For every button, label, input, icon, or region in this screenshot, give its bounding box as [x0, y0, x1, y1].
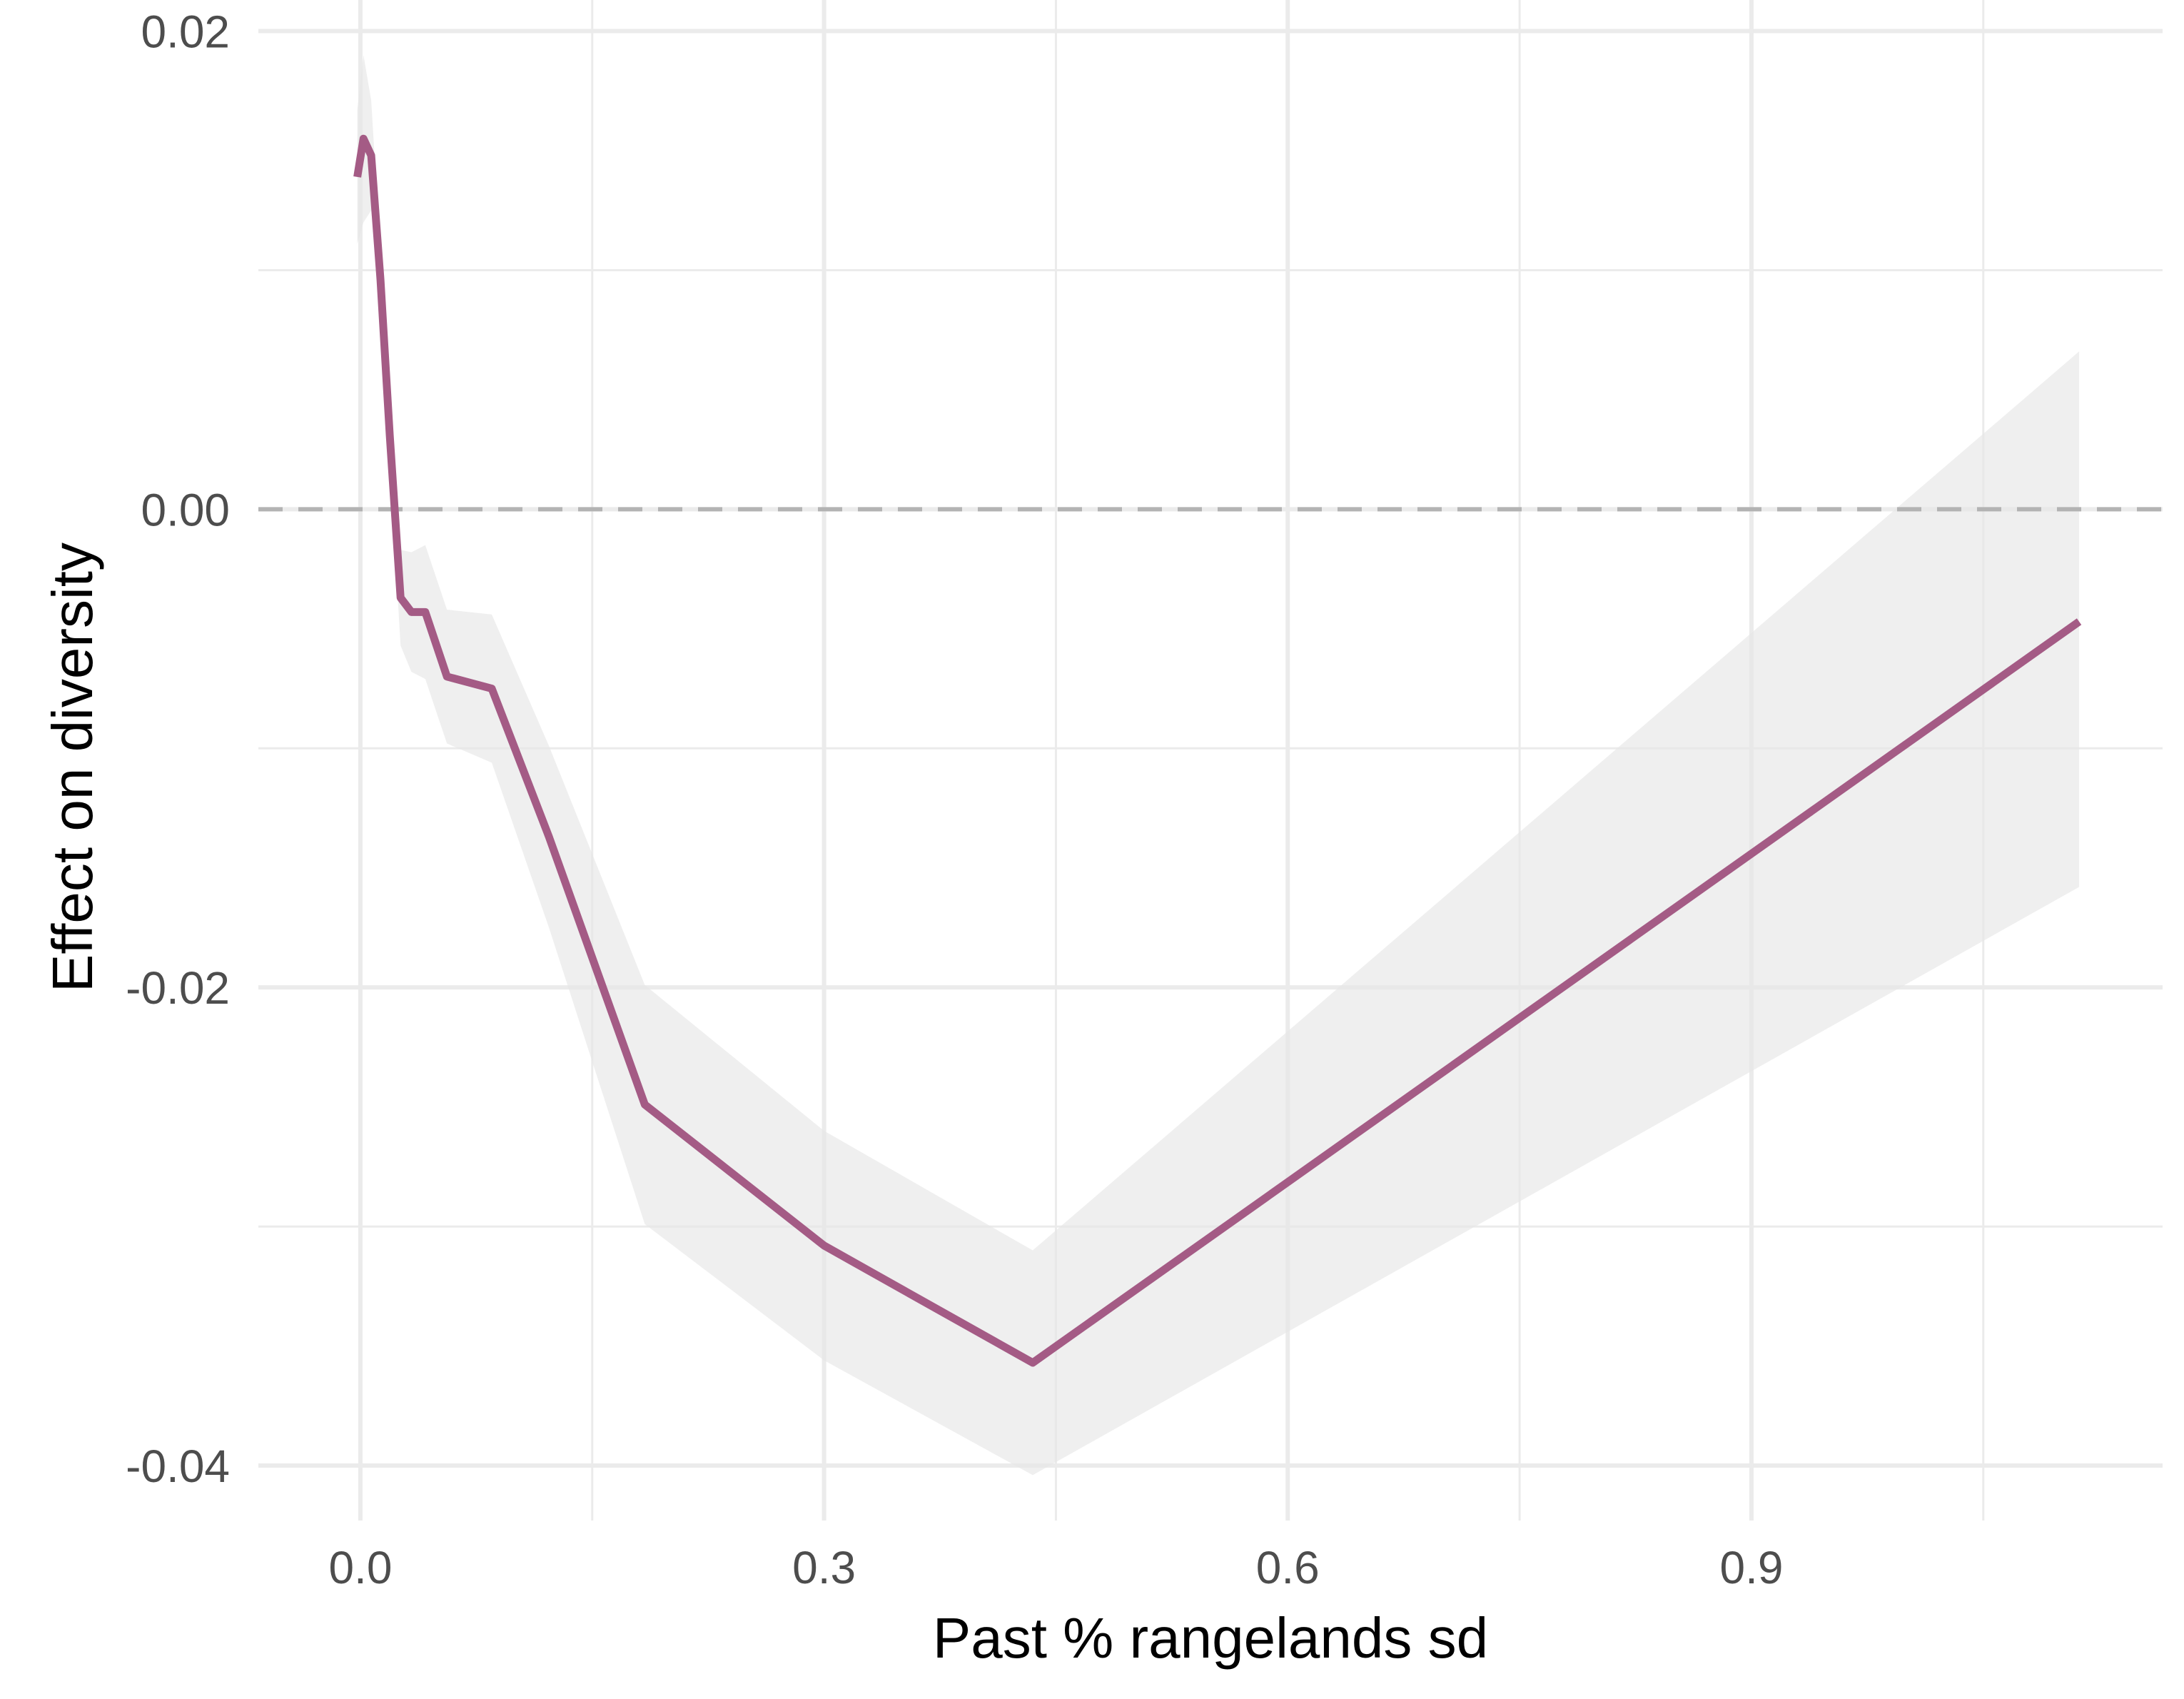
y-axis-title: Effect on diversity	[41, 543, 104, 992]
y-tick-label: -0.04	[126, 1441, 230, 1492]
x-tick-labels: 0.0 0.3 0.6 0.9	[328, 1542, 1783, 1593]
x-tick-label: 0.9	[1719, 1542, 1783, 1593]
x-tick-label: 0.3	[792, 1542, 856, 1593]
effect-line	[353, 134, 2082, 1367]
confidence-band	[357, 55, 2080, 1476]
y-tick-label: 0.00	[141, 484, 230, 535]
y-tick-label: -0.02	[126, 962, 230, 1014]
confidence-band-layer	[357, 55, 2080, 1476]
y-tick-label: 0.02	[141, 6, 230, 58]
x-axis-title: Past % rangelands sd	[933, 1606, 1488, 1670]
x-tick-label: 0.0	[328, 1542, 392, 1593]
y-tick-labels: 0.02 0.00 -0.02 -0.04	[126, 6, 230, 1492]
series-line-layer	[353, 134, 2082, 1367]
x-tick-label: 0.6	[1256, 1542, 1320, 1593]
